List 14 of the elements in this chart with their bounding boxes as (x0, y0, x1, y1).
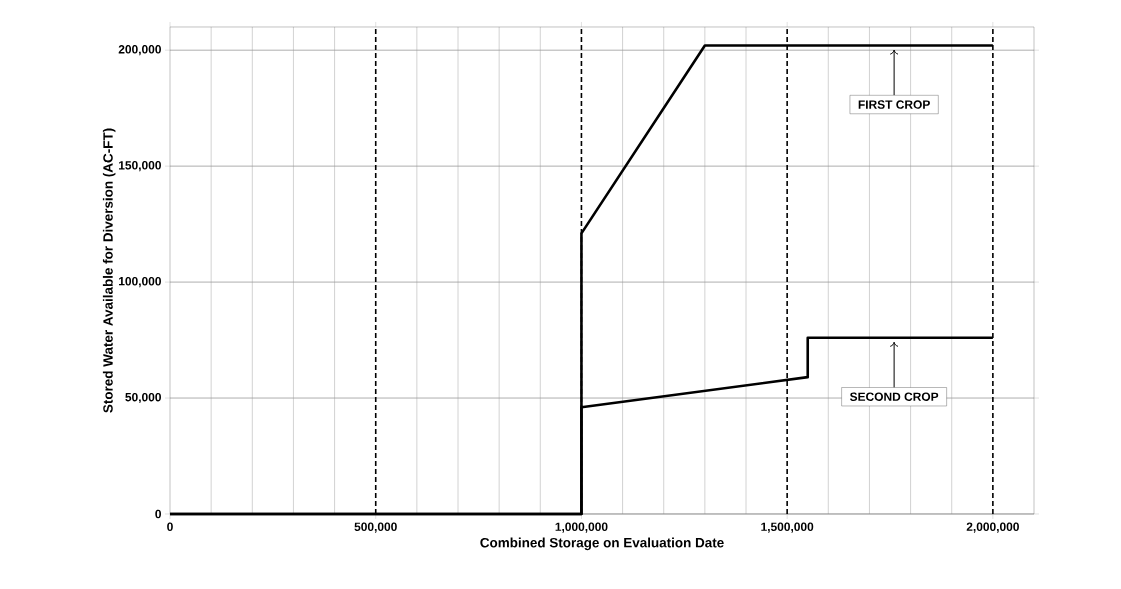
y-tick-label: 0 (155, 509, 161, 519)
x-tick-label: 1,500,000 (761, 522, 814, 533)
annotation: SECOND CROP (849, 392, 939, 401)
x-axis-title: Combined Storage on Evaluation Date (480, 537, 724, 551)
x-tick-label: 500,000 (354, 522, 397, 533)
x-tick-label: 2,000,000 (966, 522, 1019, 533)
annotation: FIRST CROP (858, 100, 930, 109)
y-axis-title: Stored Water Available for Diversion (AC-FT) (102, 128, 116, 413)
x-tick-label: 1,000,000 (555, 522, 608, 533)
y-tick-label: 50,000 (125, 392, 161, 404)
y-tick-label: 150,000 (119, 161, 161, 172)
x-tick-label: 0 (167, 522, 173, 531)
y-tick-label: 100,000 (119, 276, 161, 288)
y-tick-label: 200,000 (118, 45, 161, 56)
